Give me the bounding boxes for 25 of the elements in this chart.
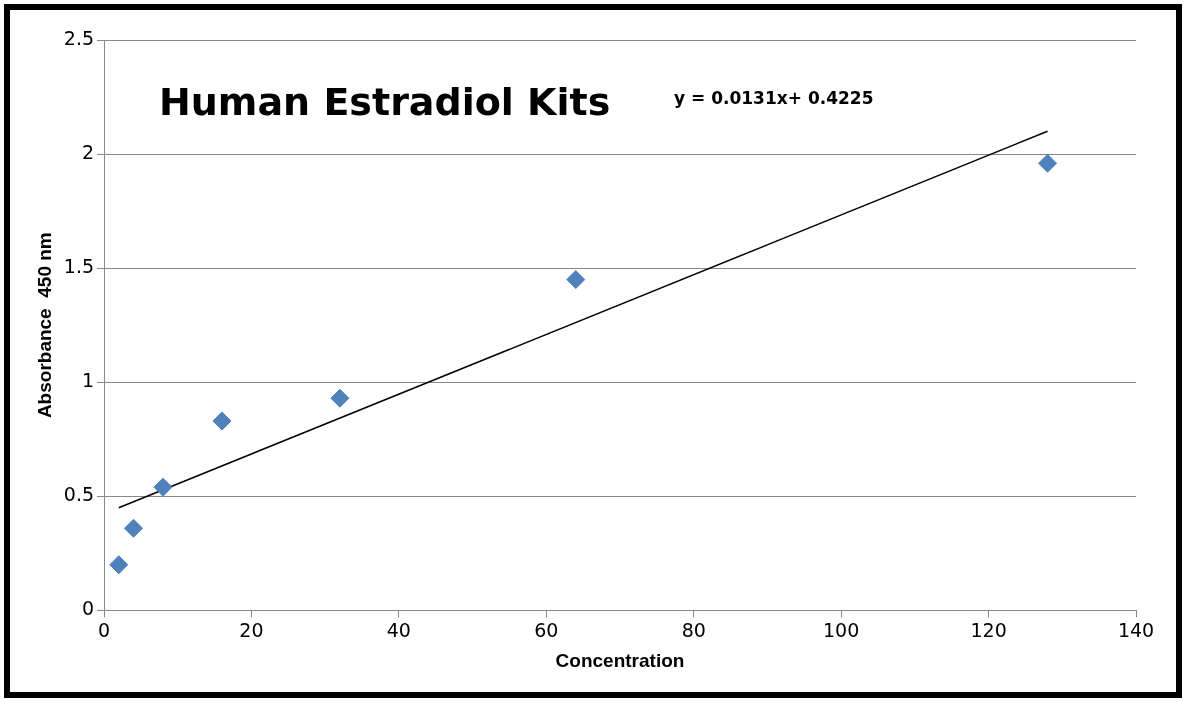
point bbox=[212, 411, 232, 431]
x-tick-label: 80 bbox=[681, 618, 706, 641]
y-tick-label: 0.5 bbox=[63, 483, 95, 506]
y-tick-label: 2.5 bbox=[63, 26, 95, 49]
x-tick-label: 60 bbox=[534, 618, 559, 641]
x-tick-label: 0 bbox=[97, 618, 111, 641]
point bbox=[124, 518, 143, 538]
x-tick-label: 100 bbox=[823, 618, 860, 641]
text: Human Estradiol Kits bbox=[159, 79, 611, 124]
point bbox=[109, 555, 129, 575]
y-tick-label: 2 bbox=[81, 141, 95, 164]
point bbox=[153, 477, 173, 497]
x-tick-label: 120 bbox=[970, 618, 1007, 641]
x-tick-label: 40 bbox=[386, 618, 411, 641]
point bbox=[566, 270, 586, 290]
y-tick-label: 0 bbox=[81, 597, 95, 620]
annotation: y = 0.0131x+ 0.4225 bbox=[674, 88, 874, 109]
x-axis-title: Concentration bbox=[555, 649, 685, 671]
x-tick-label: 140 bbox=[1117, 618, 1155, 641]
y-tick-label: 1.5 bbox=[63, 255, 95, 278]
y-tick-label: 1 bbox=[81, 369, 95, 392]
point bbox=[330, 388, 350, 408]
y-axis-title: Absorbance 450 nm bbox=[33, 232, 55, 419]
x-tick-label: 20 bbox=[239, 618, 264, 641]
point bbox=[1038, 153, 1058, 173]
